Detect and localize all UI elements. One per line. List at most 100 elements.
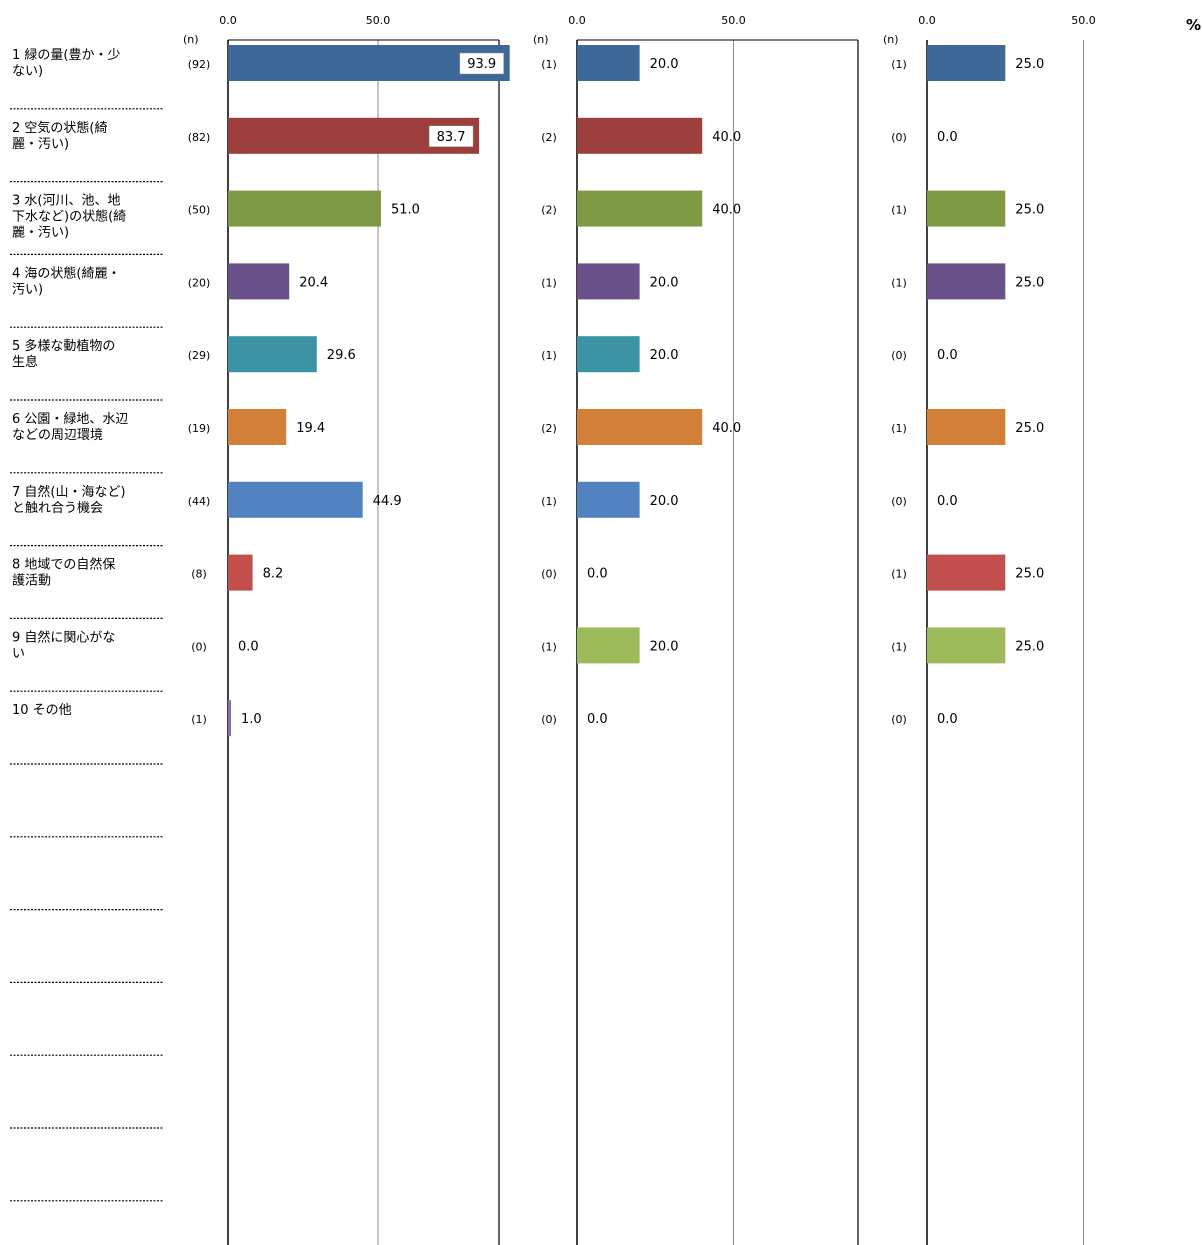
category-label: 2 空気の状態(綺 [12, 120, 107, 136]
n-count: (2) [541, 131, 557, 144]
bar [927, 263, 1006, 300]
value-label: 0.0 [587, 567, 608, 582]
value-label: 20.0 [650, 275, 679, 290]
n-count: (0) [891, 495, 907, 508]
value-label: 25.0 [1015, 275, 1044, 290]
bar [927, 627, 1006, 664]
category-label: 6 公園・緑地、水辺 [12, 412, 128, 427]
n-count: (50) [188, 204, 211, 217]
bar [577, 263, 640, 300]
n-count: (1) [541, 276, 557, 289]
n-count: (0) [191, 640, 207, 653]
category-label: 護活動 [12, 573, 51, 589]
bar [577, 117, 703, 154]
category-label: 下水など)の状態(綺 [12, 209, 126, 225]
bar [228, 263, 290, 300]
value-label: 1.0 [241, 712, 262, 727]
value-label: 0.0 [587, 712, 608, 727]
n-count: (2) [541, 204, 557, 217]
value-label: 20.0 [650, 348, 679, 363]
category-label: 7 自然(山・海など) [12, 484, 126, 500]
bar [228, 481, 363, 518]
n-count: (1) [891, 568, 907, 581]
bar [228, 336, 317, 373]
n-header: (n) [533, 33, 549, 46]
tick-label: 50.0 [721, 14, 746, 27]
value-label: 20.4 [299, 275, 328, 290]
category-label: 10 その他 [12, 703, 72, 718]
n-count: (82) [188, 131, 211, 144]
bar [228, 190, 381, 227]
n-header: (n) [183, 33, 199, 46]
bar [228, 700, 231, 737]
category-label: などの周辺環境 [12, 428, 103, 443]
category-label: 生息 [12, 354, 38, 370]
unit-label: % [1186, 16, 1201, 34]
value-label: 51.0 [391, 203, 420, 218]
category-label: 9 自然に関心がな [12, 629, 115, 645]
bar [577, 190, 703, 227]
n-count: (1) [891, 276, 907, 289]
value-label: 44.9 [373, 494, 402, 509]
category-label: と触れ合う機会 [12, 501, 103, 516]
bar [577, 336, 640, 373]
n-header: (n) [883, 33, 899, 46]
value-label: 25.0 [1015, 57, 1044, 72]
value-label: 25.0 [1015, 421, 1044, 436]
n-count: (0) [541, 568, 557, 581]
value-label: 40.0 [712, 421, 741, 436]
value-label: 29.6 [327, 348, 356, 363]
value-label: 0.0 [238, 639, 259, 654]
value-label: 0.0 [937, 712, 958, 727]
value-label: 25.0 [1015, 203, 1044, 218]
n-count: (1) [541, 495, 557, 508]
n-count: (1) [191, 713, 207, 726]
value-label: 25.0 [1015, 639, 1044, 654]
n-count: (2) [541, 422, 557, 435]
bar [577, 481, 640, 518]
bar [927, 409, 1006, 445]
bar [577, 45, 640, 81]
value-label: 83.7 [437, 130, 466, 145]
bar [228, 554, 253, 591]
n-count: (1) [541, 58, 557, 71]
value-label-box [428, 125, 474, 148]
n-count: (44) [188, 495, 211, 508]
n-count: (1) [541, 349, 557, 362]
tick-label: 50.0 [1071, 14, 1096, 27]
bar [927, 554, 1006, 591]
value-label: 0.0 [937, 494, 958, 509]
category-label: ない) [12, 64, 43, 79]
n-count: (1) [541, 640, 557, 653]
value-label: 40.0 [712, 130, 741, 145]
value-label: 93.9 [467, 57, 496, 72]
category-label: 5 多様な動植物の [12, 338, 115, 354]
category-label: 麗・汚い) [12, 137, 69, 152]
n-count: (29) [188, 349, 211, 362]
bar [577, 409, 703, 445]
value-label: 19.4 [296, 421, 325, 436]
category-label: 汚い) [12, 282, 43, 297]
category-label: 麗・汚い) [12, 226, 69, 241]
value-label: 20.0 [650, 639, 679, 654]
tick-label: 0.0 [568, 14, 586, 27]
value-label: 20.0 [650, 494, 679, 509]
tick-label: 0.0 [918, 14, 936, 27]
n-count: (1) [891, 422, 907, 435]
n-count: (19) [188, 422, 211, 435]
n-count: (1) [891, 204, 907, 217]
value-label: 25.0 [1015, 567, 1044, 582]
tick-label: 50.0 [366, 14, 391, 27]
n-count: (1) [891, 640, 907, 653]
bar [927, 190, 1006, 227]
category-label: 8 地域での自然保 [12, 557, 115, 573]
category-label: 1 緑の量(豊か・少 [12, 48, 120, 63]
category-label: い [12, 646, 25, 661]
tick-label: 0.0 [219, 14, 237, 27]
n-count: (0) [541, 713, 557, 726]
value-label: 40.0 [712, 203, 741, 218]
n-count: (0) [891, 349, 907, 362]
bar [228, 409, 287, 445]
value-label: 0.0 [937, 348, 958, 363]
